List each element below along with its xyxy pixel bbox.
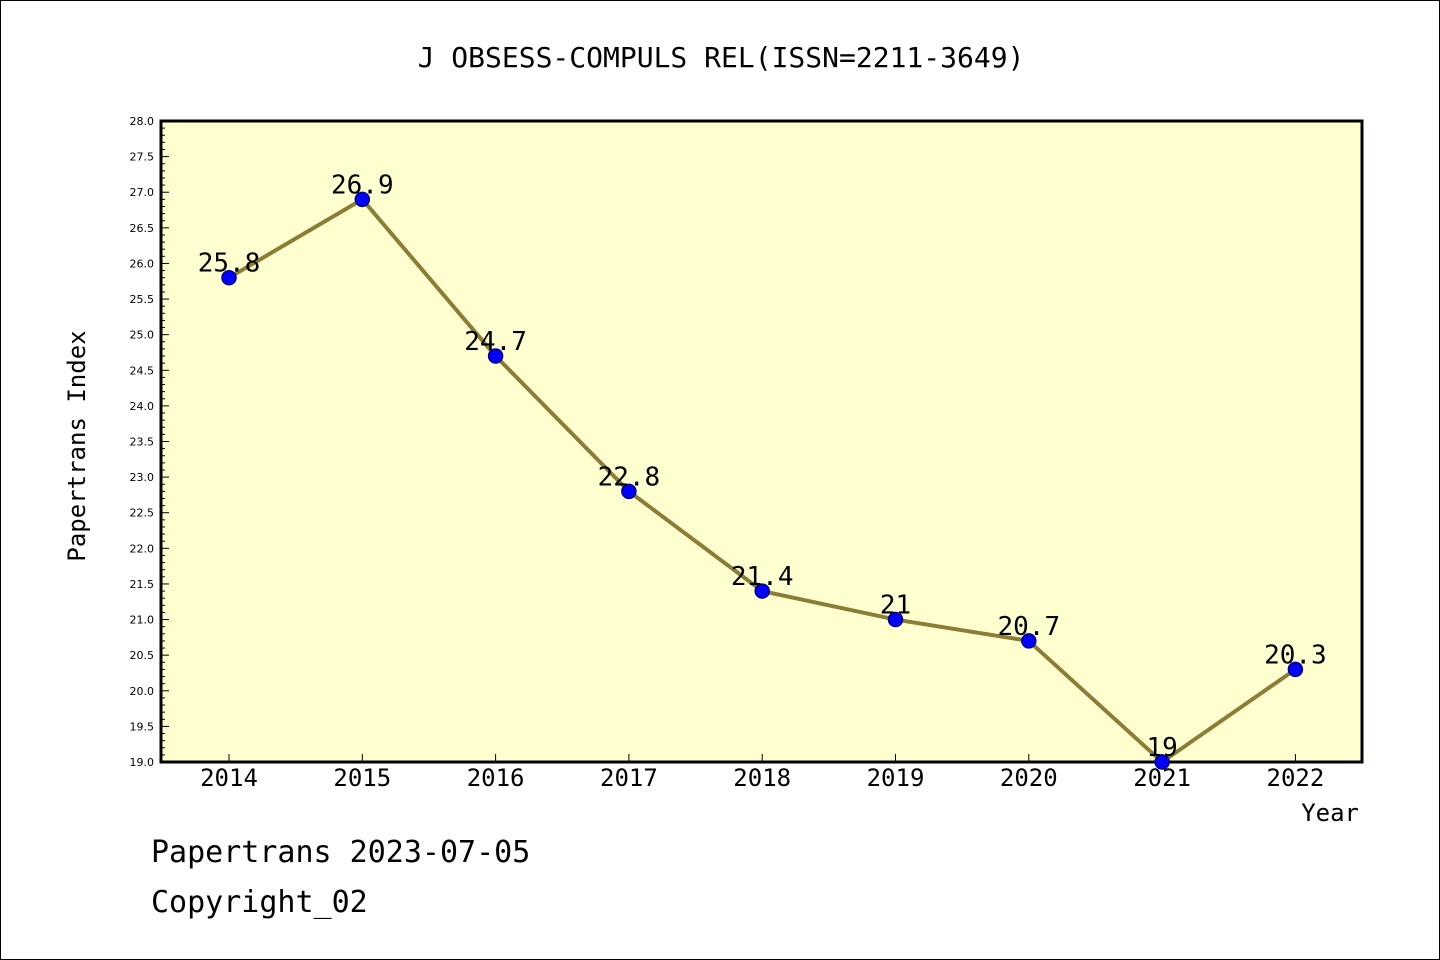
data-label: 20.7 — [997, 612, 1060, 642]
data-point — [354, 191, 371, 208]
y-tick-label: 27.0 — [130, 186, 155, 199]
y-tick-label: 19.0 — [130, 756, 155, 769]
y-tick-label: 22.5 — [130, 507, 155, 520]
x-tick-label: 2017 — [600, 764, 658, 792]
y-tick-label: 25.5 — [130, 293, 155, 306]
x-tick-label: 2015 — [333, 764, 391, 792]
data-label: 22.8 — [598, 462, 661, 492]
y-tick-label: 20.5 — [130, 649, 155, 662]
y-tick-label: 26.0 — [130, 257, 155, 270]
x-tick-label: 2020 — [1000, 764, 1058, 792]
data-label: 20.3 — [1264, 640, 1327, 670]
data-label: 24.7 — [464, 327, 527, 357]
x-tick-label: 2016 — [467, 764, 525, 792]
data-point — [221, 269, 237, 286]
y-tick-label: 26.5 — [130, 222, 155, 235]
data-point — [754, 583, 770, 599]
y-tick-label: 23.0 — [130, 471, 155, 484]
data-label: 26.9 — [331, 170, 394, 200]
y-tick-label: 20.0 — [130, 685, 155, 698]
data-label: 19 — [1146, 733, 1177, 763]
data-label: 21.4 — [731, 562, 794, 592]
data-point — [487, 348, 504, 364]
x-tick-label: 2014 — [200, 764, 258, 792]
y-tick-label: 21.0 — [130, 614, 155, 627]
y-tick-label: 21.5 — [130, 578, 155, 591]
data-label: 21 — [880, 591, 911, 621]
y-tick-label: 27.5 — [130, 151, 155, 164]
data-point — [1287, 661, 1304, 678]
x-axis: 2014 2015 2016 2017 2018 2019 2020 2021 2022 — [200, 754, 1324, 792]
y-tick-label: 25.0 — [130, 329, 155, 342]
plot-area — [159, 119, 1364, 764]
y-tick-label: 28.0 — [130, 115, 155, 128]
data-label: 25.8 — [198, 249, 261, 279]
y-axis-title: Papertrans Index — [63, 330, 91, 561]
x-tick-label: 2019 — [867, 764, 925, 792]
data-point — [1021, 633, 1037, 649]
y-tick-label: 22.0 — [130, 542, 155, 555]
y-axis: 19.0 19.5 20.0 20.5 21.0 21.5 22.0 22.5 23.0 23.5… — [130, 115, 169, 769]
chart-title: J OBSESS-COMPULS REL(ISSN=2211-3649) — [418, 41, 1025, 74]
y-tick-label: 19.5 — [130, 720, 155, 733]
data-point — [1154, 754, 1170, 770]
y-tick-label: 24.0 — [130, 400, 155, 413]
y-tick-label: 24.5 — [130, 364, 155, 377]
footer-copyright: Copyright_02 — [151, 885, 368, 920]
x-axis-title: Year — [1301, 799, 1359, 827]
x-tick-label: 2018 — [733, 764, 791, 792]
y-tick-label: 23.5 — [130, 436, 155, 449]
footer-date: Papertrans 2023-07-05 — [151, 835, 531, 870]
data-point — [887, 611, 904, 628]
data-point — [621, 483, 637, 500]
series-papertrans-index: 25.8 26.9 24.7 22.8 21.4 21 20.7 19 20.3 — [198, 170, 1327, 770]
x-tick-label: 2022 — [1267, 764, 1325, 792]
